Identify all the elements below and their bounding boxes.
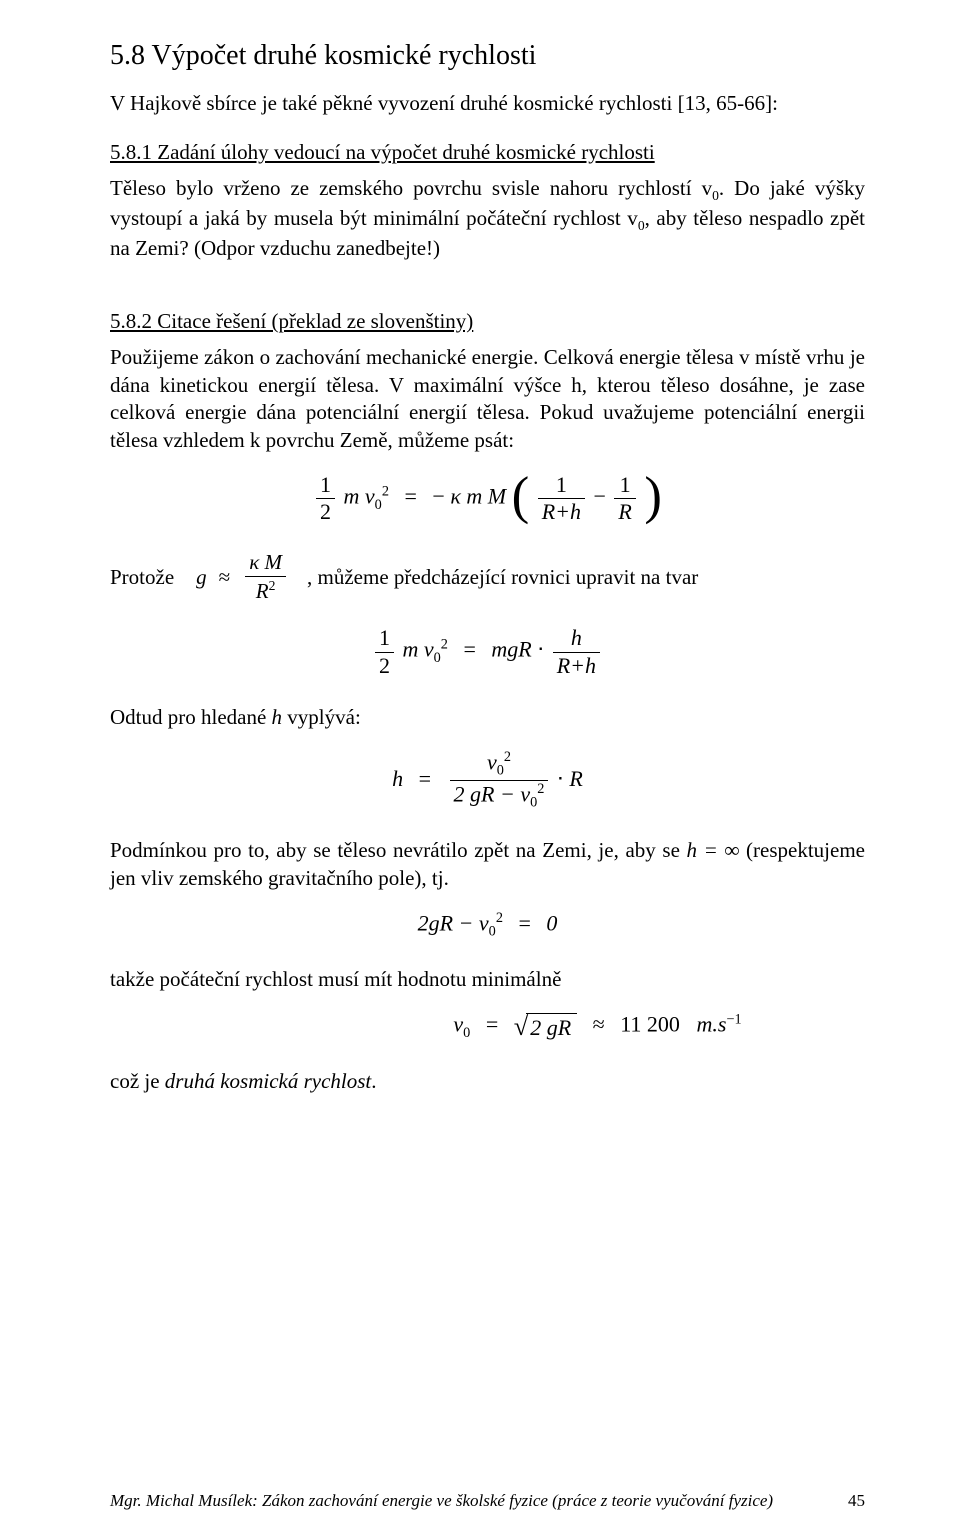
fraction: 1 R: [614, 473, 635, 524]
unit: m.s: [696, 1012, 726, 1037]
equation-condition: 2gR − v02 = 0: [110, 911, 865, 940]
right-paren-icon: ): [644, 467, 662, 525]
numerator: h: [553, 626, 600, 651]
denominator: R: [614, 498, 635, 524]
fraction: 1 2: [316, 473, 335, 524]
heading-subsection-problem: 5.8.1 Zadání úlohy vedoucí na výpočet dr…: [110, 140, 865, 165]
denominator: 2 gR − v02: [450, 780, 549, 811]
equals: =: [518, 910, 530, 935]
subscript: 0: [489, 924, 496, 940]
fraction: 1 2: [375, 626, 394, 677]
approx: ≈: [219, 565, 231, 590]
therefore-paragraph: takže počáteční rychlost musí mít hodnot…: [110, 966, 865, 994]
symbol-v: v: [453, 1012, 463, 1037]
equals: =: [404, 483, 416, 508]
text: .: [371, 1069, 376, 1093]
document-page: 5.8 Výpočet druhé kosmické rychlosti V H…: [0, 0, 960, 1531]
superscript: 2: [269, 578, 276, 593]
numerator: 1: [614, 473, 635, 498]
text: což je: [110, 1069, 165, 1093]
superscript: 2: [496, 910, 503, 926]
term: mgR: [491, 637, 531, 662]
equation-h: h = v02 2 gR − v02 ⋅ R: [110, 750, 865, 812]
subscript: 0: [712, 188, 719, 203]
equals: =: [486, 1012, 498, 1037]
term-escape-velocity: druhá kosmická rychlost: [165, 1069, 371, 1093]
h-eq-infinity: h = ∞: [687, 838, 740, 862]
equation-energy-conservation: 1 2 m v02 = − κ m M ( 1 R+h − 1 R ): [110, 473, 865, 524]
fraction: 1 R+h: [538, 473, 585, 524]
symbol-h: h: [392, 766, 403, 791]
page-number: 45: [848, 1491, 865, 1511]
symbol-R: R: [569, 766, 582, 791]
sqrt: √2 gR: [514, 1012, 577, 1041]
subscript: 0: [463, 1025, 470, 1041]
subscript: 0: [530, 795, 537, 811]
equation-simplified: 1 2 m v02 = mgR ⋅ h R+h: [110, 626, 865, 677]
superscript: 2: [441, 637, 448, 653]
solution-paragraph-1: Použijeme zákon o zachování mechanické e…: [110, 344, 865, 455]
subscript: 0: [434, 651, 441, 667]
superscript: 2: [382, 483, 389, 499]
approx: ≈: [593, 1012, 605, 1037]
text: Odtud pro hledané h vyplývá:: [110, 705, 361, 729]
subscript: 0: [638, 218, 645, 233]
minus: −: [432, 483, 444, 508]
dot: ⋅: [557, 766, 564, 791]
fraction: v02 2 gR − v02: [450, 750, 549, 812]
term: 2 gR − v: [454, 781, 531, 806]
term: 2gR − v: [418, 910, 489, 935]
equation-escape-velocity: v0 = √2 gR ≈ 11 200 m.s−1: [110, 1012, 865, 1042]
page-footer: Mgr. Michal Musílek: Zákon zachování ene…: [110, 1491, 865, 1511]
dot: ⋅: [537, 637, 544, 662]
superscript: 2: [504, 749, 511, 765]
symbol-R: R: [256, 579, 269, 603]
numerator: 1: [316, 473, 335, 498]
symbol-g: g: [196, 565, 207, 590]
text: Protože: [110, 565, 174, 590]
conclusion-paragraph: což je druhá kosmická rychlost.: [110, 1068, 865, 1096]
text: Podmínkou pro to, aby se těleso nevrátil…: [110, 838, 687, 862]
equals: =: [463, 637, 475, 662]
problem-statement: Těleso bylo vrženo ze zemského povrchu s…: [110, 175, 865, 263]
fraction-kM-R2: κ M R2: [245, 550, 286, 604]
numerator: v02: [450, 750, 549, 780]
denominator: 2: [375, 652, 394, 678]
heading-underline: 5.8.2 Citace řešení (překlad ze slovenšt…: [110, 309, 473, 333]
term: m v: [402, 637, 433, 662]
minus: −: [594, 483, 606, 508]
superscript: 2: [537, 781, 544, 797]
value: 11 200: [620, 1012, 680, 1037]
denominator: R+h: [553, 652, 600, 678]
subscript: 0: [375, 497, 382, 513]
term: m M: [466, 483, 506, 508]
subscript: 0: [497, 762, 504, 778]
denominator: R+h: [538, 498, 585, 524]
heading-section: 5.8 Výpočet druhé kosmické rychlosti: [110, 40, 865, 72]
denominator: 2: [316, 498, 335, 524]
zero: 0: [546, 910, 557, 935]
text-hence-h: Odtud pro hledané h vyplývá:: [110, 704, 865, 732]
heading-underline: 5.8.1 Zadání úlohy vedoucí na výpočet dr…: [110, 140, 655, 164]
numerator: κ M: [245, 550, 286, 576]
term: m v: [344, 483, 375, 508]
left-paren-icon: (: [512, 467, 530, 525]
superscript: −1: [726, 1011, 741, 1027]
fraction: h R+h: [553, 626, 600, 677]
kappa: κ: [450, 483, 461, 508]
heading-subsection-solution: 5.8.2 Citace řešení (překlad ze slovenšt…: [110, 309, 865, 334]
denominator: R2: [245, 576, 286, 604]
intro-paragraph: V Hajkově sbírce je také pěkné vyvození …: [110, 90, 865, 118]
equals: =: [419, 766, 431, 791]
inline-because-row: Protože g ≈ κ M R2 , můžeme předcházejíc…: [110, 550, 865, 604]
symbol-v: v: [487, 749, 497, 774]
condition-paragraph: Podmínkou pro to, aby se těleso nevrátil…: [110, 837, 865, 892]
numerator: 1: [538, 473, 585, 498]
numerator: 1: [375, 626, 394, 651]
footer-author-text: Mgr. Michal Musílek: Zákon zachování ene…: [110, 1491, 773, 1511]
text: , můžeme předcházející rovnici upravit n…: [307, 565, 698, 590]
text: Těleso bylo vrženo ze zemského povrchu s…: [110, 176, 712, 200]
radicand: 2 gR: [526, 1013, 577, 1040]
